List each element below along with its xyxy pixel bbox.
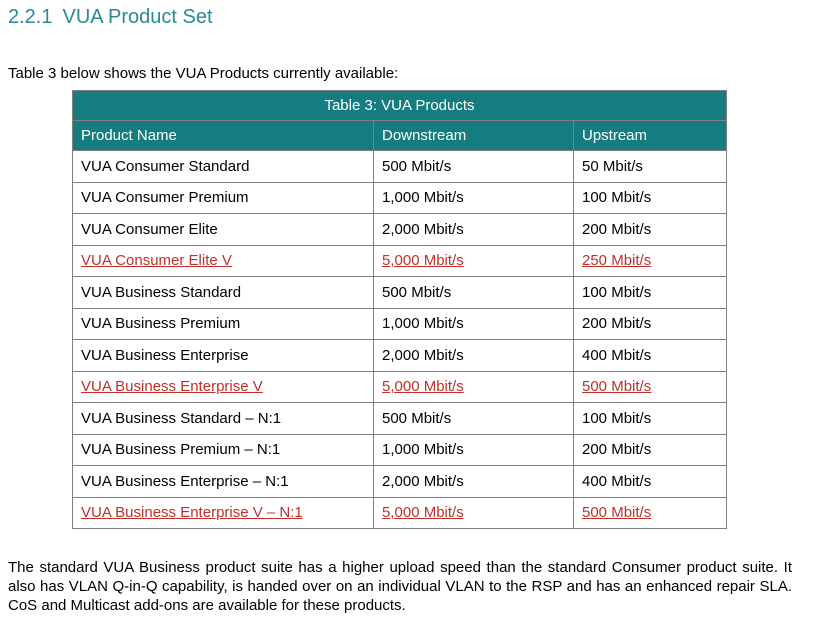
table-row: VUA Business Enterprise – N:1 2,000 Mbit/…	[72, 465, 727, 498]
table-row: VUA Business Standard 500 Mbit/s 100 Mbit/…	[72, 276, 727, 309]
upstream-cell: 200 Mbit/s	[573, 213, 727, 246]
upstream-cell[interactable]: 500 Mbit/s	[573, 496, 727, 529]
table-row: VUA Business Premium – N:1 1,000 Mbit/s 20…	[72, 433, 727, 466]
upstream-cell: 200 Mbit/s	[573, 307, 727, 340]
table-row: VUA Consumer Elite V 5,000 Mbit/s 250 Mbit…	[72, 244, 727, 277]
downstream-cell: 1,000 Mbit/s	[373, 181, 574, 214]
upstream-cell[interactable]: 500 Mbit/s	[573, 370, 727, 403]
table-row: VUA Consumer Standard 500 Mbit/s 50 Mbit/s	[72, 150, 727, 183]
downstream-cell: 2,000 Mbit/s	[373, 213, 574, 246]
table-header-row: Product Name Downstream Upstream	[72, 120, 727, 151]
table-row: VUA Business Enterprise 2,000 Mbit/s 400 M…	[72, 339, 727, 372]
table-row: VUA Business Premium 1,000 Mbit/s 200 Mbit…	[72, 307, 727, 340]
product-name-cell: VUA Business Standard	[72, 276, 374, 309]
downstream-cell: 500 Mbit/s	[373, 276, 574, 309]
downstream-cell: 2,000 Mbit/s	[373, 465, 574, 498]
upstream-cell: 100 Mbit/s	[573, 181, 727, 214]
product-name-cell: VUA Consumer Premium	[72, 181, 374, 214]
product-name-cell: VUA Business Enterprise – N:1	[72, 465, 374, 498]
downstream-cell[interactable]: 5,000 Mbit/s	[373, 370, 574, 403]
product-name-cell: VUA Business Enterprise	[72, 339, 374, 372]
products-table: Table 3: VUA Products Product Name Downs…	[72, 90, 727, 529]
table-row: VUA Consumer Premium 1,000 Mbit/s 100 Mbit…	[72, 181, 727, 214]
downstream-cell: 500 Mbit/s	[373, 150, 574, 183]
downstream-cell[interactable]: 5,000 Mbit/s	[373, 496, 574, 529]
upstream-cell[interactable]: 250 Mbit/s	[573, 244, 727, 277]
upstream-cell: 100 Mbit/s	[573, 402, 727, 435]
product-name-cell: VUA Business Standard – N:1	[72, 402, 374, 435]
upstream-cell: 50 Mbit/s	[573, 150, 727, 183]
downstream-cell: 2,000 Mbit/s	[373, 339, 574, 372]
downstream-cell: 1,000 Mbit/s	[373, 433, 574, 466]
column-header-upstream: Upstream	[573, 120, 727, 151]
product-name-cell: VUA Consumer Standard	[72, 150, 374, 183]
upstream-cell: 100 Mbit/s	[573, 276, 727, 309]
downstream-cell: 500 Mbit/s	[373, 402, 574, 435]
product-name-cell[interactable]: VUA Business Enterprise V – N:1	[72, 496, 374, 529]
downstream-cell: 1,000 Mbit/s	[373, 307, 574, 340]
product-name-cell: VUA Business Premium – N:1	[72, 433, 374, 466]
intro-text: Table 3 below shows the VUA Products cur…	[8, 65, 399, 82]
table-row: VUA Business Enterprise V – N:1 5,000 Mbi…	[72, 496, 727, 529]
product-name-cell: VUA Business Premium	[72, 307, 374, 340]
description-paragraph: The standard VUA Business product suite …	[8, 559, 792, 614]
table-row: VUA Business Standard – N:1 500 Mbit/s 100…	[72, 402, 727, 435]
table-body: VUA Consumer Standard 500 Mbit/s 50 Mbit/s…	[72, 150, 727, 529]
table-caption: Table 3: VUA Products	[72, 90, 727, 121]
table-row: VUA Consumer Elite 2,000 Mbit/s 200 Mbit/s	[72, 213, 727, 246]
column-header-product-name: Product Name	[72, 120, 374, 151]
downstream-cell[interactable]: 5,000 Mbit/s	[373, 244, 574, 277]
section-heading: 2.2.1 VUA Product Set	[8, 6, 213, 29]
upstream-cell: 400 Mbit/s	[573, 339, 727, 372]
upstream-cell: 200 Mbit/s	[573, 433, 727, 466]
table-row: VUA Business Enterprise V 5,000 Mbit/s 500…	[72, 370, 727, 403]
table-caption-row: Table 3: VUA Products	[72, 90, 727, 121]
section-title: VUA Product Set	[62, 6, 213, 28]
product-name-cell: VUA Consumer Elite	[72, 213, 374, 246]
product-name-cell[interactable]: VUA Consumer Elite V	[72, 244, 374, 277]
upstream-cell: 400 Mbit/s	[573, 465, 727, 498]
product-name-cell[interactable]: VUA Business Enterprise V	[72, 370, 374, 403]
section-number: 2.2.1	[8, 6, 53, 28]
column-header-downstream: Downstream	[373, 120, 574, 151]
